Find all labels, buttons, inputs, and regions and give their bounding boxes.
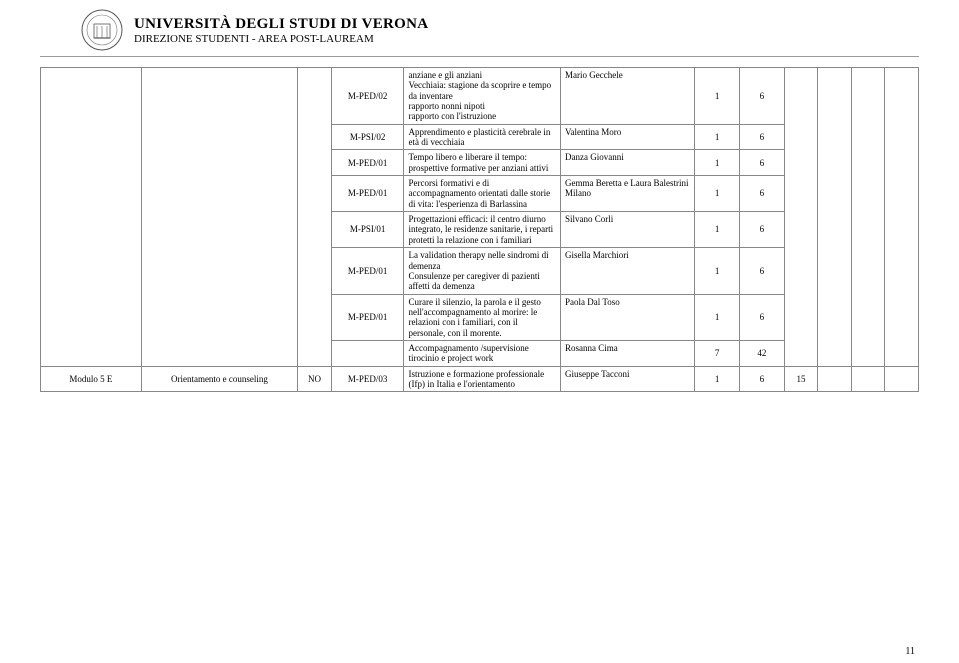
module-label-cell: Modulo 5 E — [41, 366, 142, 392]
module-cell-empty — [41, 68, 142, 367]
empty-cell — [818, 68, 852, 367]
university-name: UNIVERSITÀ DEGLI STUDI DI VERONA — [134, 16, 428, 33]
page-header: UNIVERSITÀ DEGLI STUDI DI VERONA DIREZIO… — [40, 0, 919, 57]
docente-cell: Silvano Corli — [561, 212, 695, 248]
cfu-cell: 1 — [695, 248, 740, 294]
docente-cell: Paola Dal Toso — [561, 294, 695, 340]
empty-cell — [885, 366, 919, 392]
curriculum-table-wrap: M-PED/02 anziane e gli anzianiVecchiaia:… — [0, 67, 959, 392]
ssd-cell: M-PED/03 — [331, 366, 404, 392]
ssd-cell: M-PED/01 — [331, 248, 404, 294]
ore-cell: 42 — [739, 340, 784, 366]
ssd-cell: M-PED/01 — [331, 150, 404, 176]
docente-cell: Danza Giovanni — [561, 150, 695, 176]
denom-cell: Istruzione e formazione professionale (I… — [404, 366, 561, 392]
ssd-cell — [331, 340, 404, 366]
denom-cell: Curare il silenzio, la parola e il gesto… — [404, 294, 561, 340]
ore-cell: 6 — [739, 366, 784, 392]
obbl-cell: NO — [298, 366, 332, 392]
empty-cell — [851, 68, 885, 367]
ssd-cell: M-PED/01 — [331, 176, 404, 212]
cfu-cell: 7 — [695, 340, 740, 366]
cfu-cell: 1 — [695, 150, 740, 176]
ssd-cell: M-PSI/02 — [331, 124, 404, 150]
ore-cell: 6 — [739, 212, 784, 248]
denom-cell: Percorsi formativi e di accompagnamento … — [404, 176, 561, 212]
cfu-cell: 1 — [695, 124, 740, 150]
ore-cell: 6 — [739, 124, 784, 150]
cfu-cell: 1 — [695, 68, 740, 125]
empty-cell — [851, 366, 885, 392]
docente-cell: Gisella Marchiori — [561, 248, 695, 294]
denom-cell: anziane e gli anzianiVecchiaia: stagione… — [404, 68, 561, 125]
ore-cell: 6 — [739, 150, 784, 176]
docente-cell: Giuseppe Tacconi — [561, 366, 695, 392]
extra-cell: 15 — [784, 366, 818, 392]
module-title-cell: Orientamento e counseling — [141, 366, 298, 392]
ssd-cell: M-PED/02 — [331, 68, 404, 125]
denom-cell: Progettazioni efficaci: il centro diurno… — [404, 212, 561, 248]
empty-cell — [784, 68, 818, 367]
ore-cell: 6 — [739, 176, 784, 212]
page-number: 11 — [905, 646, 915, 657]
university-direction: DIREZIONE STUDENTI - AREA POST-LAUREAM — [134, 33, 428, 45]
ssd-cell: M-PED/01 — [331, 294, 404, 340]
ssd-cell: M-PSI/01 — [331, 212, 404, 248]
denom-cell: La validation therapy nelle sindromi di … — [404, 248, 561, 294]
table-row-module: Modulo 5 E Orientamento e counseling NO … — [41, 366, 919, 392]
denom-cell: Apprendimento e plasticità cerebrale in … — [404, 124, 561, 150]
table-row: M-PED/02 anziane e gli anzianiVecchiaia:… — [41, 68, 919, 125]
cfu-cell: 1 — [695, 294, 740, 340]
cfu-cell: 1 — [695, 366, 740, 392]
curriculum-table: M-PED/02 anziane e gli anzianiVecchiaia:… — [40, 67, 919, 392]
docente-cell: Gemma Beretta e Laura BalestriniMilano — [561, 176, 695, 212]
empty-cell — [818, 366, 852, 392]
ore-cell: 6 — [739, 68, 784, 125]
cfu-cell: 1 — [695, 212, 740, 248]
denom-cell: Accompagnamento /supervisione tirocinio … — [404, 340, 561, 366]
university-seal-icon — [80, 8, 124, 52]
ore-cell: 6 — [739, 248, 784, 294]
obbl-cell-empty — [298, 68, 332, 367]
docente-cell: Valentina Moro — [561, 124, 695, 150]
ore-cell: 6 — [739, 294, 784, 340]
cfu-cell: 1 — [695, 176, 740, 212]
docente-cell: Mario Gecchele — [561, 68, 695, 125]
docente-cell: Rosanna Cima — [561, 340, 695, 366]
denom-cell: Tempo libero e liberare il tempo: prospe… — [404, 150, 561, 176]
module-title-cell-empty — [141, 68, 298, 367]
empty-cell — [885, 68, 919, 367]
